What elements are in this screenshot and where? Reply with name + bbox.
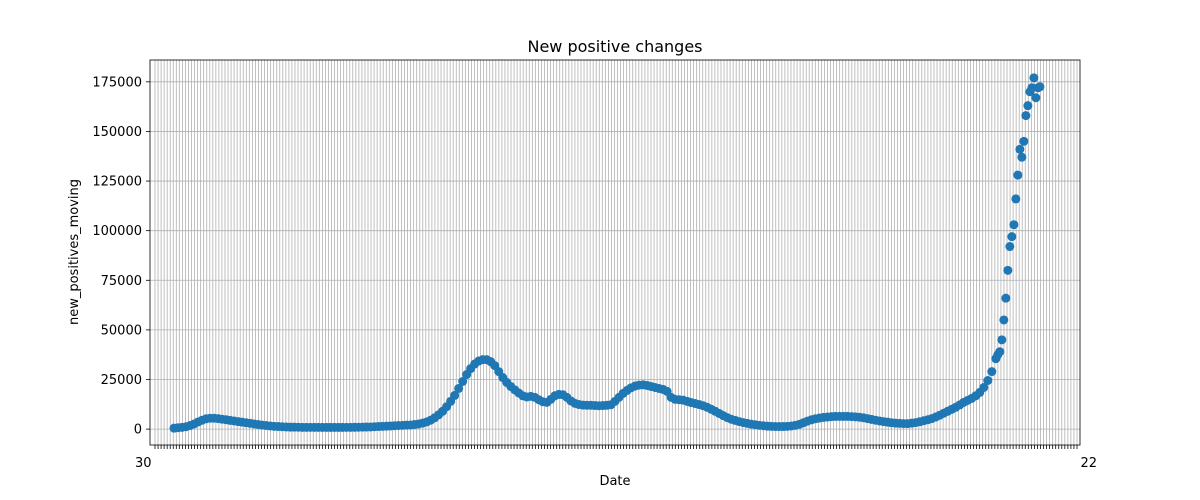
data-point xyxy=(1001,293,1011,303)
data-point xyxy=(1031,93,1041,103)
x-tick-layer xyxy=(154,445,1078,449)
y-tick-label: 150000 xyxy=(92,125,142,140)
data-point xyxy=(995,347,1005,357)
y-axis-label: new_positives_moving xyxy=(67,179,82,325)
data-point xyxy=(1003,265,1013,275)
data-point xyxy=(1021,111,1031,121)
data-point xyxy=(979,382,989,392)
data-point xyxy=(1009,220,1019,230)
data-point xyxy=(987,367,997,377)
data-point xyxy=(1013,170,1023,180)
y-tick-label: 100000 xyxy=(92,224,142,239)
y-tick-label: 175000 xyxy=(92,75,142,90)
x-axis-label: Date xyxy=(599,474,630,489)
data-point xyxy=(1019,136,1029,146)
data-point xyxy=(1011,194,1021,204)
x-tick-label-first: 30 xyxy=(135,456,152,471)
data-point xyxy=(1023,101,1033,111)
grid-layer xyxy=(150,60,1080,445)
data-point xyxy=(1035,82,1045,92)
y-tick-label: 0 xyxy=(134,423,142,438)
y-tick-label: 125000 xyxy=(92,175,142,190)
data-point xyxy=(999,315,1009,325)
data-point xyxy=(458,376,468,386)
y-tick-label: 50000 xyxy=(101,323,142,338)
y-tick-label: 25000 xyxy=(101,373,142,388)
data-point xyxy=(1007,232,1017,242)
data-points-layer xyxy=(169,73,1045,433)
data-point xyxy=(1005,242,1015,252)
data-point xyxy=(454,383,464,393)
data-point xyxy=(1029,73,1039,83)
data-point xyxy=(450,390,460,400)
x-tick-label-last: 22 xyxy=(1080,456,1097,471)
data-point xyxy=(983,376,993,386)
plot-frame xyxy=(149,59,1081,446)
data-point xyxy=(1015,144,1025,154)
chart-title: New positive changes xyxy=(527,37,702,56)
y-tick-label: 75000 xyxy=(101,274,142,289)
data-point xyxy=(1017,152,1027,162)
y-tick-layer: 0 25000 50000 75000 100000 125000 150000 175000 xyxy=(92,75,150,438)
data-point xyxy=(997,335,1007,345)
